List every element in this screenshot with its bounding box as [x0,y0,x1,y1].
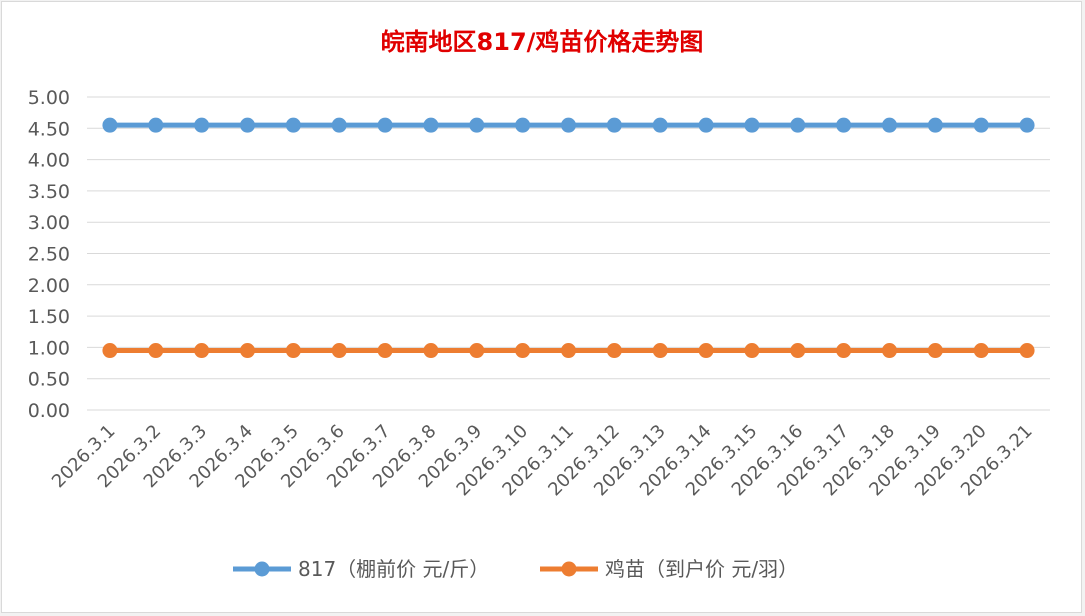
y-tick-label: 5.00 [28,87,70,109]
data-point [377,117,393,133]
data-point [927,343,943,359]
data-point [285,117,301,133]
y-tick-label: 0.00 [28,400,70,422]
data-point [561,343,576,359]
data-point [194,117,210,133]
data-point [698,343,714,359]
data-point [1019,117,1035,133]
y-tick-label: 3.50 [28,181,70,203]
data-point [102,343,118,359]
data-point [515,343,531,359]
data-point [882,117,897,133]
y-tick-label: 2.00 [28,275,70,297]
data-point [469,117,485,133]
y-tick-label: 4.00 [28,150,70,172]
series-layer [102,117,1035,359]
data-point [927,117,943,133]
data-point [240,343,255,359]
data-point [698,117,714,133]
data-point [790,117,806,133]
y-tick-label: 2.50 [28,244,70,266]
data-point [285,343,301,359]
data-point [790,343,806,359]
data-point [1019,343,1035,359]
data-point [148,117,164,133]
y-tick-label: 1.50 [28,306,70,328]
data-point [744,117,760,133]
legend-swatch-marker [254,561,270,577]
data-point [882,343,897,359]
data-point [240,117,255,133]
data-point [652,343,668,359]
data-point [469,343,485,359]
data-point [973,343,989,359]
data-point [331,343,347,359]
legend-label: 817（棚前价 元/斤） [298,557,489,581]
y-tick-label: 1.00 [28,337,70,359]
data-point [377,343,393,359]
data-point [561,117,576,133]
y-tick-label: 4.50 [28,118,70,140]
data-point [102,117,118,133]
data-point [836,117,852,133]
data-point [194,343,210,359]
data-point [606,343,622,359]
data-point [973,117,989,133]
gridlines [87,96,1050,411]
data-point [423,117,439,133]
chart-title: 皖南地区817/鸡苗价格走势图 [381,28,704,56]
legend: 817（棚前价 元/斤） 鸡苗（到户价 元/羽） [233,557,798,581]
data-point [652,117,668,133]
data-point [331,117,347,133]
x-axis-ticks: 2026.3.12026.3.22026.3.32026.3.42026.3.5… [48,421,1037,501]
series-0 [102,117,1035,133]
legend-label: 鸡苗（到户价 元/羽） [605,557,798,581]
series-1 [102,343,1035,359]
y-axis-ticks: 0.00 0.50 1.00 1.50 2.00 2.50 3.00 3.50 4.00 4.50… [28,87,70,422]
data-point [423,343,439,359]
data-point [515,117,531,133]
y-tick-label: 3.00 [28,212,70,234]
data-point [744,343,760,359]
y-tick-label: 0.50 [28,369,70,391]
data-point [148,343,164,359]
data-point [606,117,622,133]
data-point [836,343,852,359]
legend-swatch-marker [561,561,577,577]
